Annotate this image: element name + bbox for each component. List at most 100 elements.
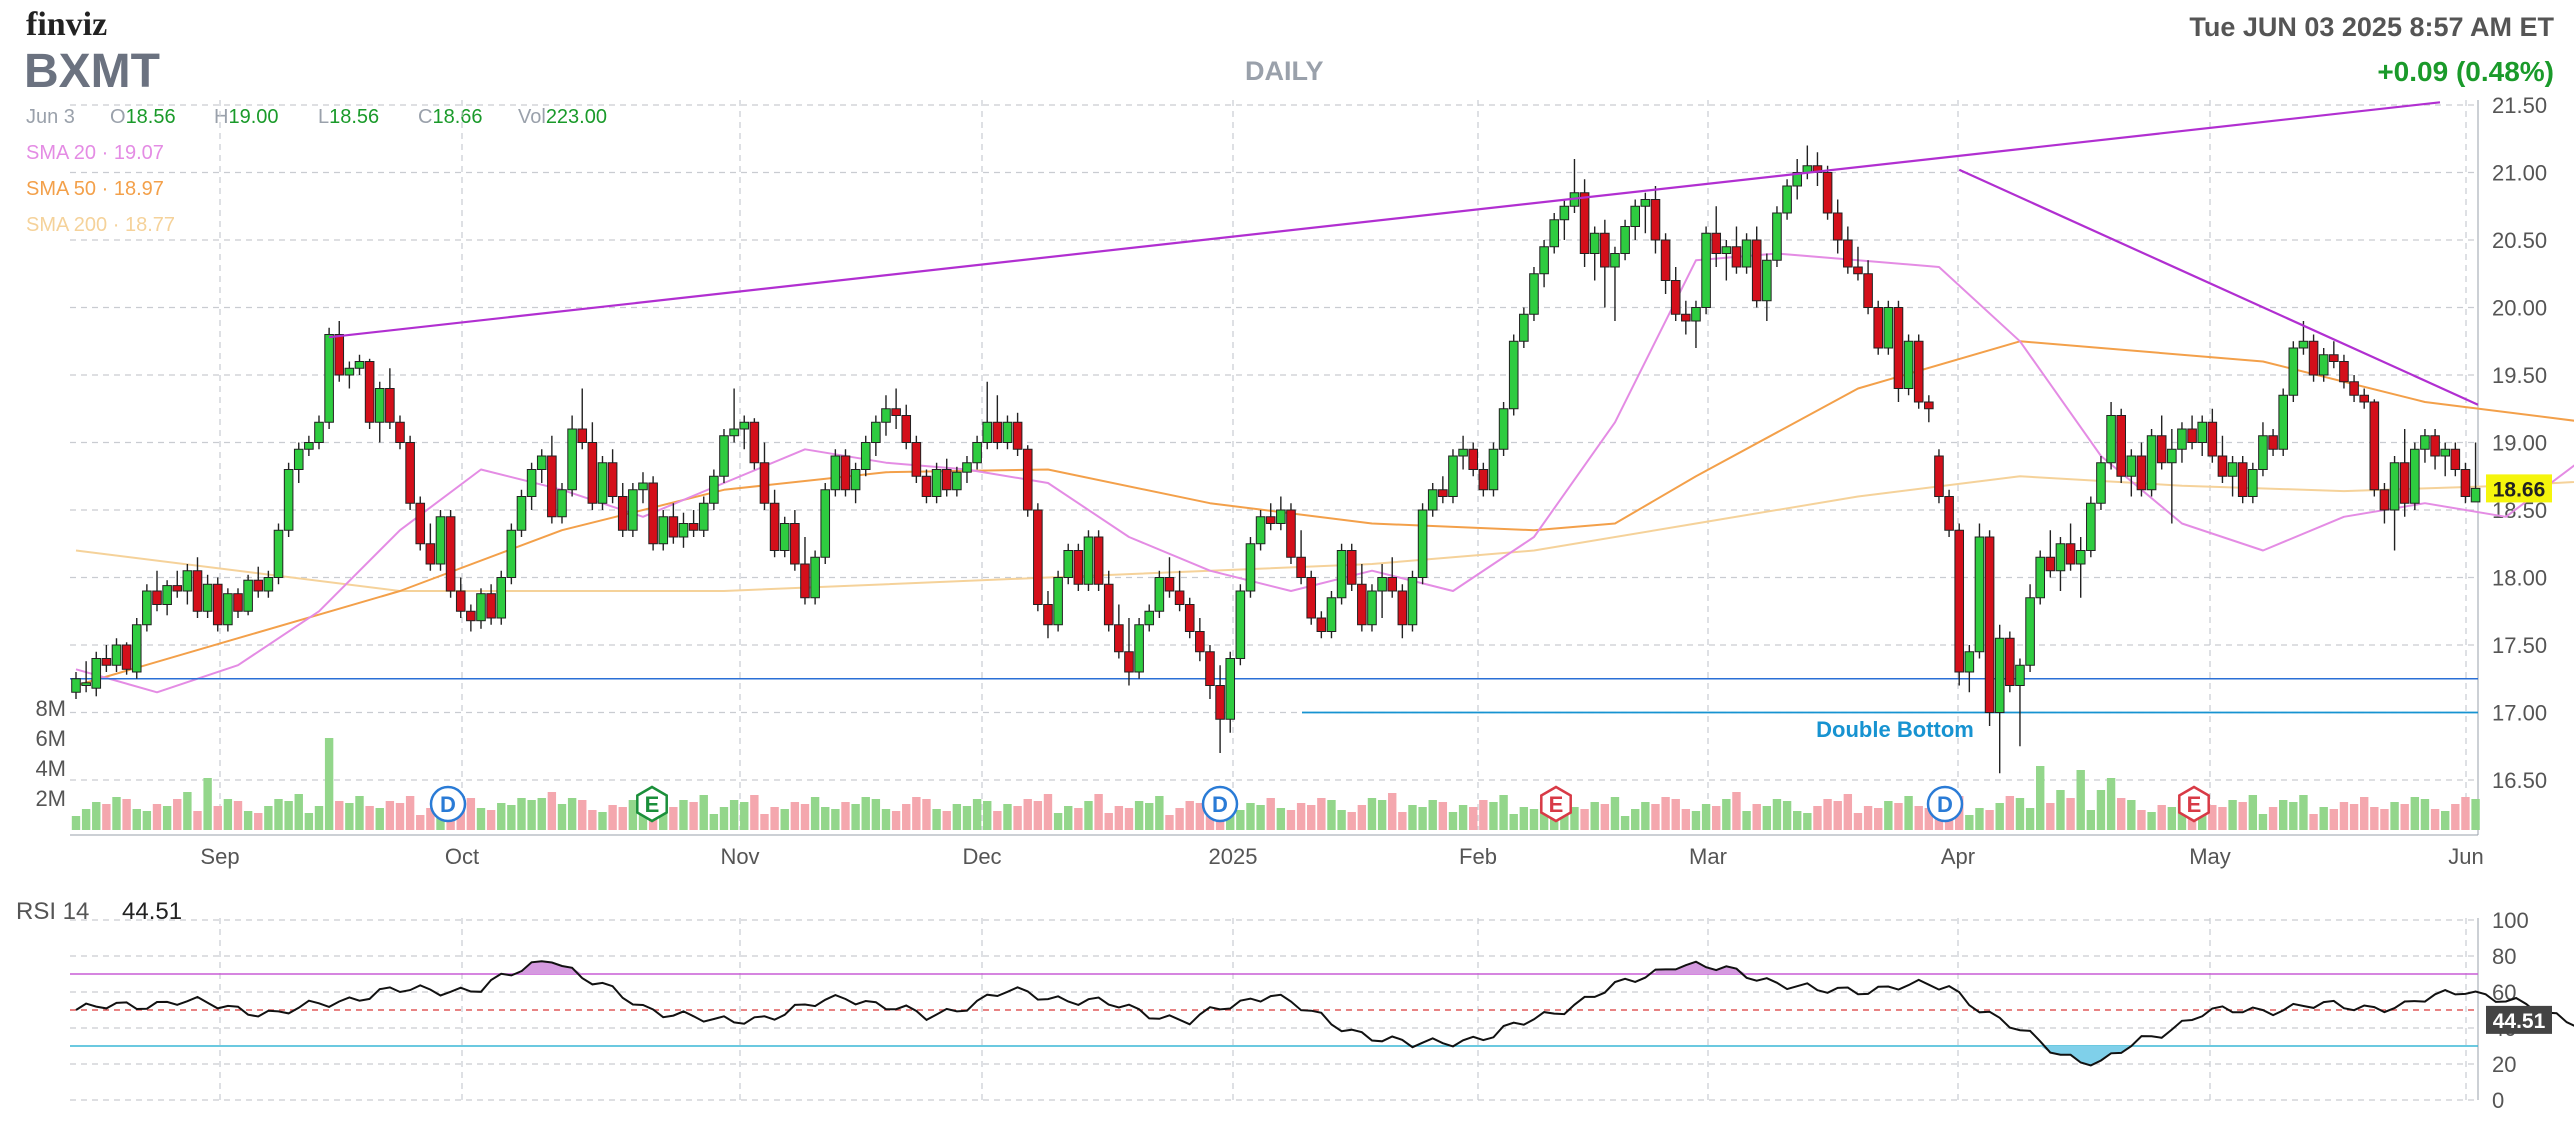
candle[interactable] xyxy=(385,368,395,429)
candle[interactable] xyxy=(1863,260,1873,315)
candle[interactable] xyxy=(2126,449,2137,497)
candle[interactable] xyxy=(455,577,466,619)
candle[interactable] xyxy=(1893,300,1904,402)
candle[interactable] xyxy=(152,570,162,612)
candle[interactable] xyxy=(2288,341,2299,402)
candle[interactable] xyxy=(2268,429,2278,456)
candle[interactable] xyxy=(425,523,436,571)
finviz-logo[interactable]: finviz xyxy=(26,6,108,43)
candle[interactable] xyxy=(516,489,527,537)
candle[interactable] xyxy=(1934,449,1944,504)
candle[interactable] xyxy=(1762,253,1772,322)
candle[interactable] xyxy=(1316,611,1327,639)
candle[interactable] xyxy=(1063,543,1074,585)
candle[interactable] xyxy=(192,557,203,618)
candle[interactable] xyxy=(2248,462,2258,504)
candle[interactable] xyxy=(1751,226,1762,308)
candle[interactable] xyxy=(202,574,213,618)
candle[interactable] xyxy=(2329,341,2339,369)
candle[interactable] xyxy=(1276,496,1286,531)
candle[interactable] xyxy=(1184,597,1195,639)
candle[interactable] xyxy=(2470,442,2481,503)
dividend-marker[interactable]: D xyxy=(429,785,467,823)
candle[interactable] xyxy=(941,458,952,497)
candle[interactable] xyxy=(354,354,365,375)
candle[interactable] xyxy=(1994,624,2005,774)
candle[interactable] xyxy=(1620,219,1630,261)
candle[interactable] xyxy=(1650,186,1661,254)
candle[interactable] xyxy=(81,661,91,693)
candle[interactable] xyxy=(1721,240,1732,281)
candle[interactable] xyxy=(1589,226,1600,281)
candle[interactable] xyxy=(860,435,871,477)
candle[interactable] xyxy=(1519,307,1529,349)
candle[interactable] xyxy=(1326,591,1337,639)
candle[interactable] xyxy=(2430,429,2440,470)
candle[interactable] xyxy=(2146,429,2157,497)
candle[interactable] xyxy=(871,415,881,457)
candle[interactable] xyxy=(1438,476,1448,504)
candle[interactable] xyxy=(1883,300,1894,355)
candle[interactable] xyxy=(91,651,102,697)
candle[interactable] xyxy=(800,537,810,605)
candle[interactable] xyxy=(304,435,314,456)
candle[interactable] xyxy=(2207,408,2218,463)
candle[interactable] xyxy=(820,483,831,564)
candle[interactable] xyxy=(1640,192,1651,234)
candle[interactable] xyxy=(1154,570,1165,618)
candle[interactable] xyxy=(840,449,851,497)
candle[interactable] xyxy=(1022,445,1033,517)
candle[interactable] xyxy=(1913,334,1924,409)
candle[interactable] xyxy=(142,584,152,632)
candle[interactable] xyxy=(557,483,567,524)
candle[interactable] xyxy=(931,462,942,504)
candle[interactable] xyxy=(2217,435,2228,483)
candle[interactable] xyxy=(1792,159,1803,200)
candle[interactable] xyxy=(1144,604,1155,632)
candle[interactable] xyxy=(698,496,709,538)
candle[interactable] xyxy=(2187,415,2197,450)
candle[interactable] xyxy=(2399,429,2410,517)
candle[interactable] xyxy=(1448,449,1458,504)
dividend-marker[interactable]: D xyxy=(1201,785,1239,823)
candle[interactable] xyxy=(1670,267,1681,321)
candle[interactable] xyxy=(1164,557,1175,598)
candle[interactable] xyxy=(1397,584,1408,639)
candle[interactable] xyxy=(617,483,628,537)
candle[interactable] xyxy=(1610,246,1620,321)
candle[interactable] xyxy=(1701,226,1711,315)
candle[interactable] xyxy=(992,395,1003,450)
candle[interactable] xyxy=(1134,618,1144,679)
candle[interactable] xyxy=(597,456,608,510)
candle[interactable] xyxy=(1984,530,1995,726)
candle[interactable] xyxy=(2278,388,2289,457)
candle[interactable] xyxy=(405,435,415,510)
candle[interactable] xyxy=(283,462,294,537)
candle[interactable] xyxy=(1377,564,1387,618)
candle[interactable] xyxy=(2420,429,2430,463)
candle[interactable] xyxy=(952,466,962,497)
candle[interactable] xyxy=(71,672,81,699)
candle[interactable] xyxy=(658,510,669,551)
candle[interactable] xyxy=(1357,564,1367,632)
candle[interactable] xyxy=(2197,415,2208,457)
candle[interactable] xyxy=(314,415,324,450)
candle[interactable] xyxy=(1731,226,1742,274)
candle[interactable] xyxy=(1812,152,1823,186)
candle[interactable] xyxy=(2106,402,2116,470)
candle[interactable] xyxy=(2349,375,2359,402)
candle[interactable] xyxy=(182,564,193,605)
candle[interactable] xyxy=(830,449,841,497)
candle[interactable] xyxy=(2339,354,2349,389)
candle[interactable] xyxy=(2156,415,2167,470)
candle[interactable] xyxy=(121,642,132,675)
candle[interactable] xyxy=(1772,206,1782,267)
candle[interactable] xyxy=(779,516,790,558)
candle[interactable] xyxy=(445,510,456,598)
candle[interactable] xyxy=(1053,570,1063,632)
candle[interactable] xyxy=(506,523,517,585)
candle[interactable] xyxy=(1083,530,1094,591)
candle[interactable] xyxy=(111,638,122,672)
candle[interactable] xyxy=(243,574,253,616)
candle[interactable] xyxy=(1600,219,1610,308)
